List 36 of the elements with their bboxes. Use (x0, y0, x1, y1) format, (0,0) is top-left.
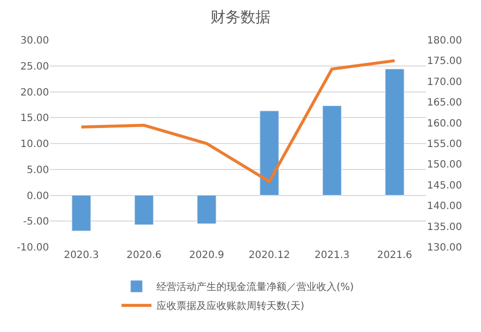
y-tick-label: 30.00 (20, 36, 49, 46)
y2-tick-label: 165.00 (427, 98, 462, 109)
legend-label: 应收票据及应收账款周转天数(天) (156, 300, 304, 312)
y2-tick-label: 150.00 (427, 160, 462, 171)
y2-tick-label: 140.00 (427, 201, 462, 212)
y2-tick-label: 135.00 (427, 222, 462, 233)
y-tick-label: 10.00 (20, 139, 49, 150)
x-tick-label: 2020.6 (126, 250, 162, 261)
y2-tick-label: 175.00 (427, 56, 462, 68)
y2-tick-label: 145.00 (427, 180, 462, 192)
y2-tick-label: 155.00 (427, 139, 462, 150)
y-tick-label: -10.00 (16, 242, 49, 254)
bar (134, 195, 154, 225)
bar (197, 195, 216, 224)
y-tick-label: 5.00 (26, 164, 49, 176)
chart-title: 财务数据 (210, 8, 270, 26)
y2-tick-label: 170.00 (427, 76, 462, 88)
bar (72, 195, 91, 232)
bar (322, 105, 342, 196)
y2-tick-label: 180.00 (427, 36, 462, 46)
y-tick-label: 25.00 (20, 61, 49, 72)
y-tick-label: -5.00 (23, 216, 49, 228)
x-tick-label: 2020.9 (189, 250, 224, 261)
legend-label: 经营活动产生的现金流量净额／营业收入(%) (156, 281, 354, 294)
x-tick-label: 2020.3 (64, 250, 99, 261)
y-tick-label: 0.00 (26, 190, 49, 202)
y2-tick-label: 130.00 (427, 242, 462, 254)
bar (385, 68, 404, 196)
bar (260, 110, 279, 196)
x-tick-label: 2021.3 (314, 250, 350, 261)
x-tick-label: 2021.6 (377, 250, 412, 261)
x-tick-label: 2020.12 (248, 250, 290, 261)
y-tick-label: 15.00 (20, 113, 49, 124)
line-series (80, 59, 396, 184)
y-tick-label: 20.00 (20, 87, 49, 98)
y2-tick-label: 160.00 (427, 118, 462, 130)
